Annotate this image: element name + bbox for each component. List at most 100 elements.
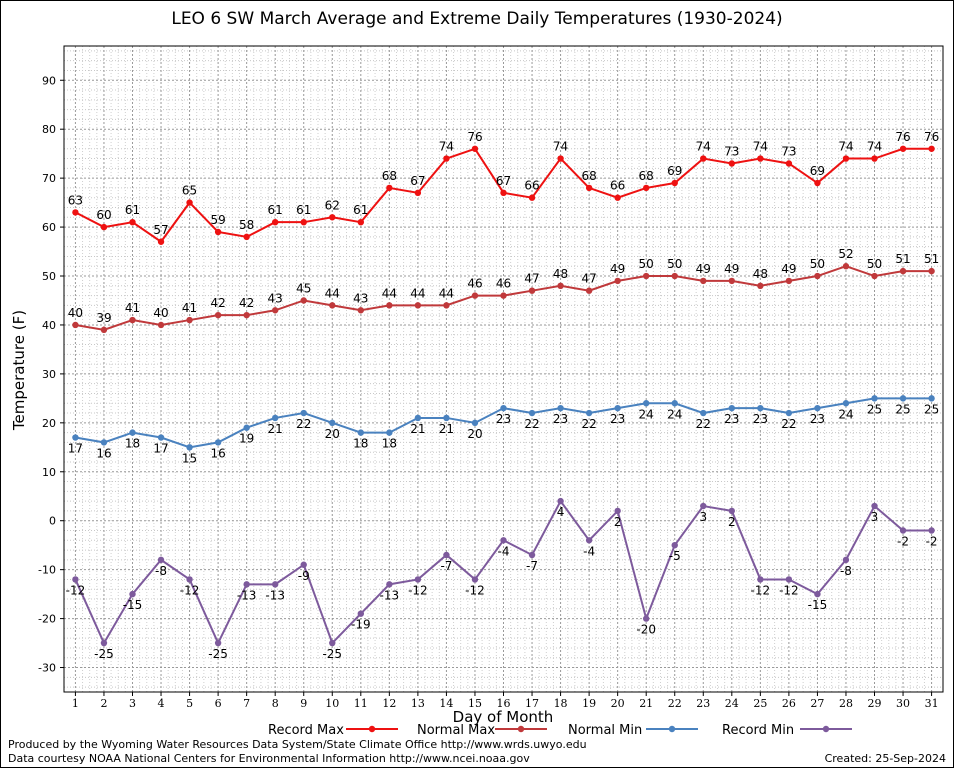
y-tick-label: 90: [42, 74, 56, 87]
normal-min-data-label: 25: [867, 402, 882, 416]
record-max-point: [129, 218, 136, 226]
record-min-data-label: -8: [840, 564, 852, 578]
y-axis-label: Temperature (F): [10, 310, 28, 431]
record-min-point: [500, 537, 507, 544]
record-min-data-label: -15: [808, 598, 828, 612]
y-tick-label: -30: [38, 662, 56, 675]
record-min-point: [928, 527, 935, 534]
x-tick-label: 31: [925, 697, 939, 710]
normal-max-point: [500, 292, 507, 299]
x-tick-label: 21: [639, 697, 653, 710]
normal-max-point: [300, 297, 307, 304]
normal-max-point: [642, 272, 650, 280]
normal-min-point: [186, 444, 193, 451]
normal-min-data-label: 22: [781, 417, 796, 431]
normal-min-point: [700, 409, 707, 417]
legend-label-normal-max: Normal Max: [417, 723, 495, 738]
normal-max-data-label: 42: [210, 296, 225, 310]
record-min-point: [899, 527, 907, 534]
normal-min-point: [443, 414, 450, 422]
record-max-data-label: 66: [524, 179, 539, 193]
normal-min-data-label: 23: [553, 412, 568, 426]
record-max-point: [214, 228, 222, 236]
y-tick-label: 80: [42, 123, 56, 136]
normal-max-point: [528, 287, 536, 294]
x-tick-label: 24: [725, 697, 739, 710]
normal-max-data-label: 47: [524, 272, 539, 286]
normal-max-point: [871, 272, 878, 280]
normal-max-point: [157, 321, 165, 329]
record-min-data-label: -12: [465, 583, 485, 597]
record-max-data-label: 63: [68, 193, 83, 207]
record-min-point: [157, 556, 165, 564]
x-tick-label: 27: [810, 697, 824, 710]
record-max-data-label: 74: [753, 140, 768, 154]
record-min-data-label: -2: [897, 535, 909, 549]
normal-min-data-label: 23: [724, 412, 739, 426]
normal-max-point: [700, 277, 707, 285]
record-min-data-label: 2: [728, 515, 736, 529]
normal-min-data-label: 16: [210, 446, 225, 460]
normal-min-data-label: 18: [353, 437, 368, 451]
normal-min-data-label: 25: [924, 402, 939, 416]
y-tick-label: 60: [42, 221, 56, 234]
record-min-data-label: -12: [66, 583, 86, 597]
normal-max-point: [842, 263, 850, 270]
legend-swatch-marker: [668, 725, 676, 733]
record-max-point: [671, 179, 678, 187]
normal-min-point: [329, 419, 336, 427]
normal-max-point: [728, 277, 736, 285]
record-max-point: [585, 184, 593, 192]
record-max-data-label: 62: [325, 198, 340, 212]
record-max-data-label: 58: [239, 218, 254, 232]
legend: Record Max Normal Max Normal Min Record Min: [268, 723, 852, 738]
x-tick-label: 2: [100, 697, 107, 710]
x-tick-label: 16: [497, 697, 511, 710]
x-tick-label: 14: [439, 697, 453, 710]
record-max-point: [471, 145, 479, 152]
record-max-data-label: 69: [667, 164, 682, 178]
normal-max-data-label: 48: [753, 267, 768, 281]
record-min-point: [842, 556, 850, 564]
normal-min-point: [471, 419, 479, 427]
x-tick-label: 1: [72, 697, 79, 710]
normal-min-point: [157, 434, 165, 441]
record-max-data-label: 57: [153, 223, 168, 237]
credit-line-2: Data courtesy NOAA National Centers for …: [8, 752, 530, 765]
normal-min-point: [243, 424, 250, 431]
legend-swatch-marker: [368, 725, 376, 733]
normal-max-point: [614, 277, 621, 285]
normal-min-data-label: 24: [838, 407, 853, 421]
normal-max-point: [928, 267, 935, 275]
x-tick-label: 11: [354, 697, 368, 710]
x-tick-label: 12: [382, 697, 396, 710]
normal-max-data-label: 52: [838, 247, 853, 261]
x-tick-label: 30: [896, 697, 910, 710]
record-min-data-label: -19: [351, 618, 371, 632]
normal-max-data-label: 46: [496, 277, 511, 291]
y-tick-label: -10: [38, 564, 56, 577]
normal-max-data-label: 41: [125, 301, 140, 315]
normal-min-point: [557, 404, 564, 412]
record-max-point: [271, 218, 279, 226]
normal-min-data-label: 23: [496, 412, 511, 426]
normal-max-point: [671, 272, 678, 280]
normal-min-data-label: 22: [296, 417, 311, 431]
record-max-point: [329, 214, 336, 221]
record-max-data-label: 61: [125, 203, 140, 217]
record-min-point: [414, 576, 422, 583]
x-tick-label: 4: [158, 697, 165, 710]
x-tick-label: 15: [468, 697, 482, 710]
record-min-data-label: 3: [699, 510, 707, 524]
normal-max-data-label: 40: [153, 306, 168, 320]
x-axis-label: Day of Month: [453, 708, 554, 726]
record-min-point: [557, 497, 564, 505]
y-tick-label: 20: [42, 417, 56, 430]
record-min-data-label: -25: [94, 647, 114, 661]
normal-min-point: [871, 395, 878, 402]
credit-line-1: Produced by the Wyoming Water Resources …: [8, 738, 587, 751]
normal-max-point: [100, 326, 108, 334]
record-min-data-label: 2: [614, 515, 622, 529]
record-max-data-label: 67: [496, 174, 511, 188]
record-max-data-label: 69: [810, 164, 825, 178]
